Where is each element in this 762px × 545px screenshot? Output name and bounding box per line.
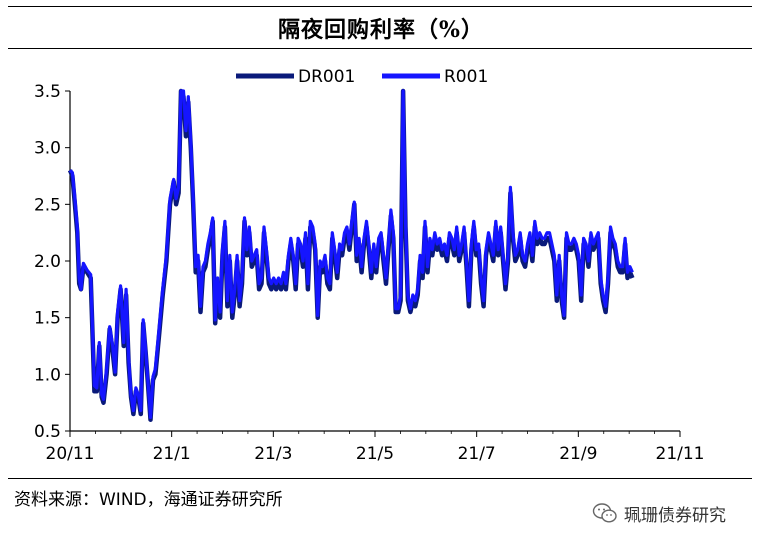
- source-note: 资料来源：WIND，海通证券研究所: [14, 490, 283, 510]
- y-tick-label: 3.5: [34, 82, 61, 102]
- y-tick-label: 1.0: [34, 365, 61, 385]
- chart-series: [67, 88, 635, 422]
- x-tick-label: 21/3: [254, 444, 292, 464]
- chart-axes: 3.5 3.0 2.5 2.0 1.5 1.0 0.520/11 21/1 21/3 21/5 21…: [34, 82, 705, 464]
- wechat-icon: [592, 503, 617, 523]
- watermark: 珮珊债券研究: [592, 500, 726, 526]
- legend-label-r001: R001: [444, 67, 488, 87]
- x-tick-label: 21/11: [656, 444, 705, 464]
- x-tick-label: 21/5: [356, 444, 394, 464]
- y-tick-label: 3.0: [34, 139, 61, 159]
- chart-legend: DR001 R001: [236, 67, 488, 87]
- x-tick-label: 21/7: [458, 444, 496, 464]
- y-tick-label: 0.5: [34, 422, 61, 442]
- y-tick-label: 2.0: [34, 252, 61, 272]
- legend-label-dr001: DR001: [298, 67, 355, 87]
- x-tick-label: 21/9: [559, 444, 597, 464]
- title-bottom-rule: [8, 48, 752, 49]
- watermark-text: 珮珊债券研究: [624, 505, 726, 526]
- series-line-r001: [68, 89, 634, 419]
- x-tick-label: 20/11: [46, 444, 95, 464]
- y-tick-label: 1.5: [34, 309, 61, 329]
- x-tick-label: 21/1: [153, 444, 191, 464]
- chart-title: 隔夜回购利率（%）: [278, 17, 484, 43]
- y-tick-label: 2.5: [34, 195, 61, 215]
- source-top-rule: [8, 478, 752, 479]
- title-top-rule: [8, 6, 752, 7]
